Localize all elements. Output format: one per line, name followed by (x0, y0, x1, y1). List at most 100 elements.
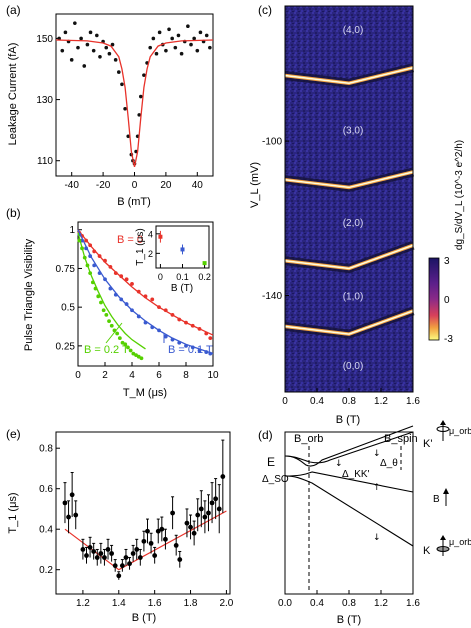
data-point (98, 54, 102, 59)
data-point (148, 540, 154, 546)
y-tick-label: 110 (37, 156, 53, 167)
panel-b-inset: 0 0.1 0.2 2 4 (148, 229, 211, 282)
x-tick-label: 1.6 (406, 598, 420, 609)
data-point (97, 271, 102, 275)
data-point (136, 314, 141, 319)
series-label-b0: B = 0 (117, 234, 143, 246)
panel-e: (e) 1.2 1.4 1.6 1.8 2.0 0.2 0.4 0.6 0.8 T_1 (μs)… (6, 427, 234, 624)
data-point (202, 514, 208, 520)
data-point (110, 42, 115, 47)
x-tick-label: 0.0 (278, 598, 292, 609)
data-point (170, 36, 174, 41)
data-point (157, 305, 161, 310)
data-point (197, 348, 202, 353)
x-tick-label: 0.4 (310, 598, 324, 609)
panel-e-ylabel: T_1 (μs) (7, 492, 19, 533)
colorbar-tick-label: 0 (444, 295, 450, 306)
b-spin-label: B_spin (384, 433, 418, 445)
data-point (107, 51, 112, 56)
data-point (94, 555, 100, 560)
data-point (73, 512, 79, 518)
data-point (208, 336, 213, 341)
panel-e-xlabel: B (T) (132, 612, 156, 624)
y-tick-label: 0.8 (39, 444, 53, 455)
data-point (154, 51, 159, 56)
data-point (117, 70, 121, 74)
data-point (105, 547, 111, 552)
data-point (91, 48, 96, 53)
panel-a-fit-line (55, 39, 214, 167)
data-point (138, 94, 143, 99)
data-point (109, 323, 114, 328)
data-point (177, 317, 182, 322)
k-label: K (423, 545, 431, 557)
data-point (184, 320, 188, 325)
orbital-moment-icon-bottom (436, 535, 450, 556)
data-point (137, 555, 143, 560)
data-point (163, 536, 168, 542)
data-point (130, 308, 134, 313)
panel-a-ticks: -40 -20 0 20 40 110 130 150 (36, 34, 203, 191)
data-point (101, 308, 106, 313)
data-point (76, 45, 80, 50)
data-point (137, 113, 142, 117)
data-point (88, 254, 93, 258)
panel-b-label: (b) (6, 206, 21, 220)
data-point (136, 289, 141, 294)
y-tick-label: 0.6 (39, 484, 53, 495)
panel-b-ylabel: Pulse Triangle Visibility (23, 238, 35, 351)
data-point (103, 277, 107, 282)
transition-line (284, 244, 414, 270)
transition-line (284, 310, 414, 335)
charge-state-label: (4,0) (343, 25, 364, 36)
x-tick-label: 0.8 (342, 598, 356, 609)
data-point (96, 294, 101, 299)
data-point (157, 30, 162, 35)
panel-b-series (77, 229, 214, 361)
data-point (150, 297, 155, 302)
transition-line (284, 67, 414, 84)
panel-a-points (57, 21, 212, 166)
data-point (170, 337, 175, 342)
panel-a: (a) -40 -20 0 20 40 110 130 150 Leakage Current… (6, 3, 214, 208)
delta-theta-label: Δ_θ (380, 458, 398, 469)
delta-kk-label: Δ_KK' (342, 469, 370, 480)
y-tick-label: 0.4 (39, 525, 53, 536)
data-point (88, 243, 93, 248)
data-point (93, 286, 98, 291)
b-orb-label: B_orb (294, 433, 323, 445)
data-point (179, 51, 184, 56)
spin-down-arrow: ↓ (373, 533, 381, 543)
data-point (117, 336, 122, 341)
data-point (177, 340, 182, 345)
data-point (124, 277, 129, 282)
data-point (97, 254, 102, 258)
data-point (204, 331, 209, 336)
panel-a-ylabel: Leakage Current (fA) (7, 43, 19, 146)
data-point (84, 246, 88, 251)
panel-c-xlabel: B (T) (336, 414, 360, 426)
data-point (145, 528, 150, 534)
data-point (176, 33, 181, 38)
data-point (84, 553, 89, 558)
data-point (91, 549, 97, 554)
data-point (206, 510, 211, 516)
data-point (85, 263, 90, 268)
data-point (142, 73, 146, 77)
data-point (143, 294, 148, 299)
data-point (157, 328, 161, 333)
panel-c-ylabel: V_L (mV) (249, 162, 261, 208)
x-tick-label: 0 (75, 370, 81, 381)
data-point (150, 325, 155, 330)
data-point (204, 33, 209, 38)
colorbar-label: dg_S/dV_L (10^-3 e^2/h) (454, 140, 465, 250)
data-point (192, 36, 196, 41)
x-tick-label: 2 (102, 370, 108, 381)
data-point (190, 323, 195, 328)
data-point (195, 512, 201, 518)
data-point (113, 271, 118, 275)
panel-b-ticks: 0 2 4 6 8 10 0.25 0.5 0.75 1 (56, 225, 219, 381)
x-tick-label: 20 (160, 180, 172, 191)
x-tick-label: 1.2 (374, 598, 388, 609)
data-point (173, 543, 179, 548)
